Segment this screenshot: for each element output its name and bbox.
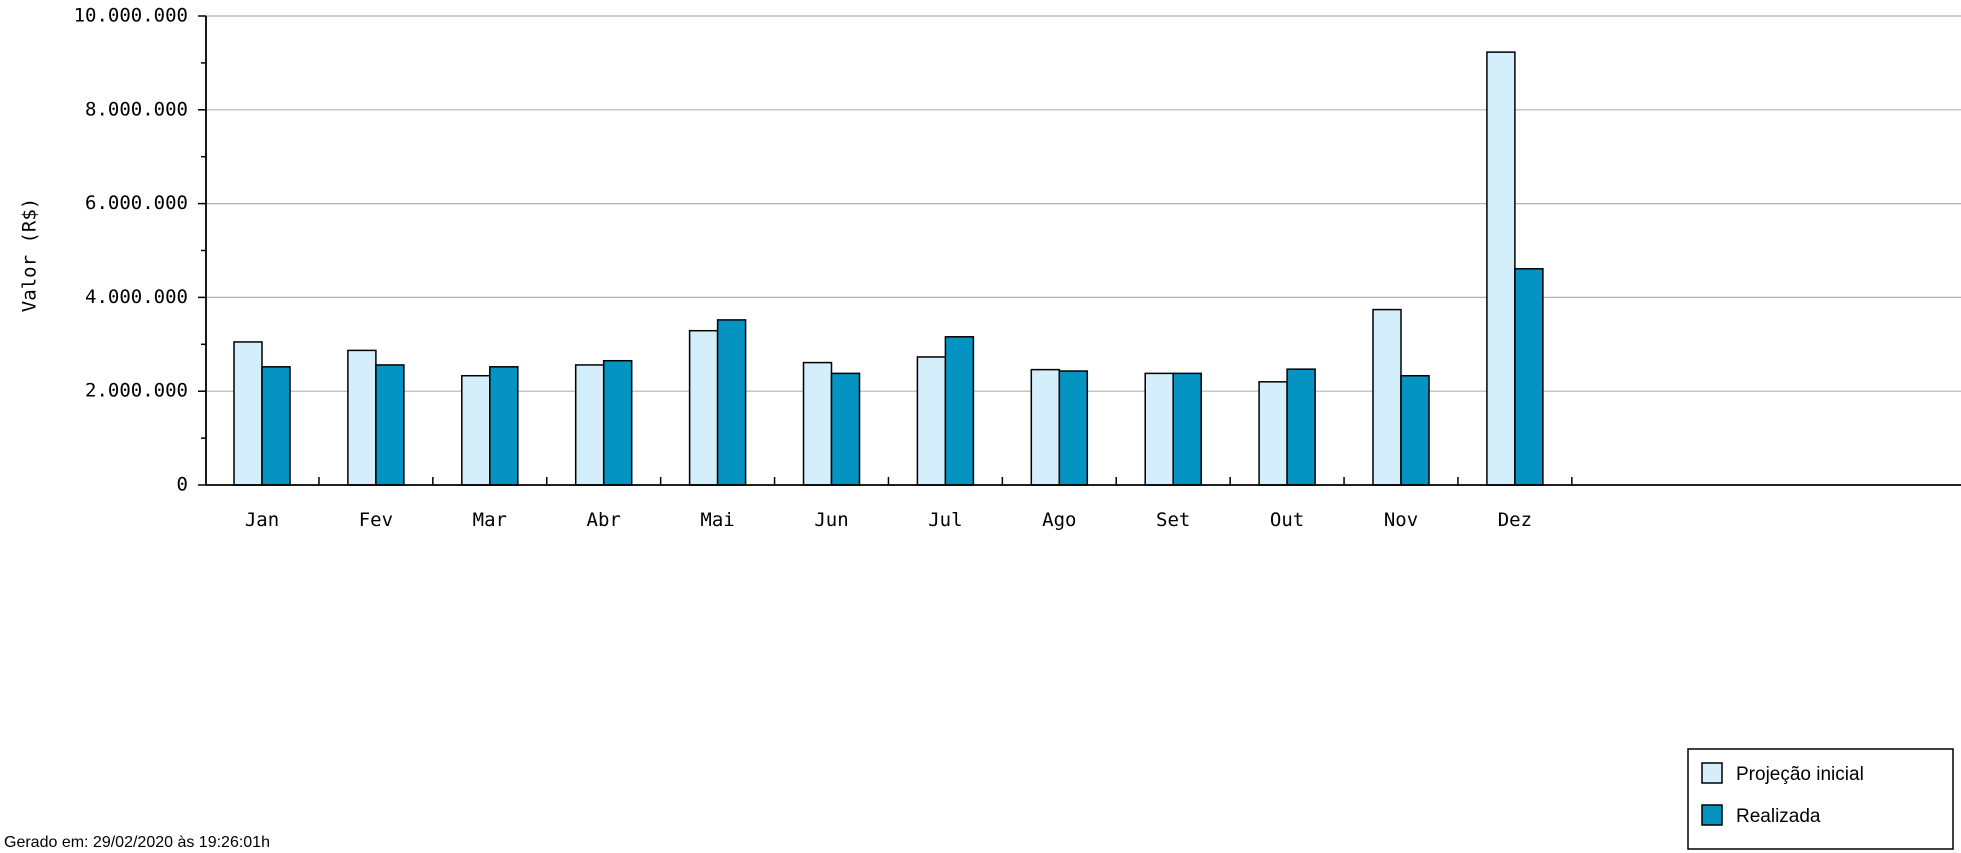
bar-realizada-mai bbox=[716, 319, 747, 486]
axes bbox=[205, 16, 1961, 486]
y-axis-title: Valor (R$) bbox=[19, 198, 41, 312]
y-tick-label: 6.000.000 bbox=[85, 192, 188, 214]
legend-swatch-realizada bbox=[1701, 804, 1723, 826]
legend-label-projecao: Projeção inicial bbox=[1736, 764, 1864, 785]
bar-realizada-nov bbox=[1400, 374, 1430, 486]
bar-projecao-mai bbox=[688, 329, 719, 486]
bar-projecao-abr bbox=[574, 364, 605, 486]
legend-swatch-projecao bbox=[1701, 762, 1723, 784]
x-tick-label: Ago bbox=[1042, 509, 1076, 531]
y-tick-label: 10.000.000 bbox=[74, 5, 188, 27]
bar-projecao-jun bbox=[802, 361, 833, 486]
y-tick-label: 2.000.000 bbox=[85, 380, 188, 402]
bar-projecao-mar bbox=[461, 374, 491, 486]
y-axis-ticks: 0 2.000.000 4.000.000 6.000.000 8.000.000 10.… bbox=[74, 5, 206, 496]
bar-realizada-set bbox=[1172, 372, 1202, 486]
x-tick-label: Jul bbox=[928, 509, 962, 531]
bar-realizada-jan bbox=[261, 366, 291, 486]
y-tick-label: 0 bbox=[177, 474, 188, 496]
bar-projecao-nov bbox=[1372, 308, 1402, 486]
x-tick-label: Set bbox=[1156, 509, 1190, 531]
y-tick-label: 4.000.000 bbox=[85, 286, 188, 308]
x-tick-label: Dez bbox=[1498, 509, 1532, 531]
bar-projecao-dez bbox=[1486, 51, 1516, 486]
y-tick-label: 8.000.000 bbox=[85, 98, 188, 120]
x-tick-label: Fev bbox=[359, 509, 393, 531]
bar-realizada-out bbox=[1286, 368, 1316, 486]
bar-realizada-dez bbox=[1514, 268, 1544, 486]
bar-realizada-mar bbox=[489, 366, 519, 486]
bar-projecao-set bbox=[1144, 372, 1174, 486]
bar-projecao-jul bbox=[916, 356, 947, 486]
x-tick-label: Out bbox=[1270, 509, 1304, 531]
bar-realizada-jun bbox=[830, 372, 861, 486]
generated-timestamp: Gerado em: 29/02/2020 às 19:26:01h bbox=[4, 834, 270, 851]
bar-projecao-ago bbox=[1030, 368, 1061, 486]
x-tick-label: Jun bbox=[814, 509, 848, 531]
x-tick-label: Mar bbox=[473, 509, 507, 531]
gridlines bbox=[206, 15, 1961, 392]
bar-projecao-out bbox=[1258, 381, 1288, 486]
bars bbox=[233, 51, 1544, 486]
bar-projecao-jan bbox=[233, 341, 263, 486]
bar-realizada-ago bbox=[1058, 370, 1089, 486]
bar-projecao-fev bbox=[347, 349, 377, 486]
legend: Projeção inicial Realizada bbox=[1687, 748, 1954, 850]
bar-realizada-jul bbox=[944, 336, 975, 486]
x-axis-ticks: Jan Fev Mar Abr Mai Jun Jul Ago Set Out Nov Dez bbox=[245, 477, 1573, 531]
x-tick-label: Mai bbox=[700, 509, 734, 531]
legend-box bbox=[1687, 748, 1954, 850]
x-tick-label: Nov bbox=[1384, 509, 1418, 531]
x-tick-label: Jan bbox=[245, 509, 279, 531]
x-tick-label: Abr bbox=[587, 509, 621, 531]
legend-label-realizada: Realizada bbox=[1736, 806, 1821, 827]
bar-realizada-abr bbox=[602, 359, 633, 486]
bar-realizada-fev bbox=[375, 364, 405, 486]
